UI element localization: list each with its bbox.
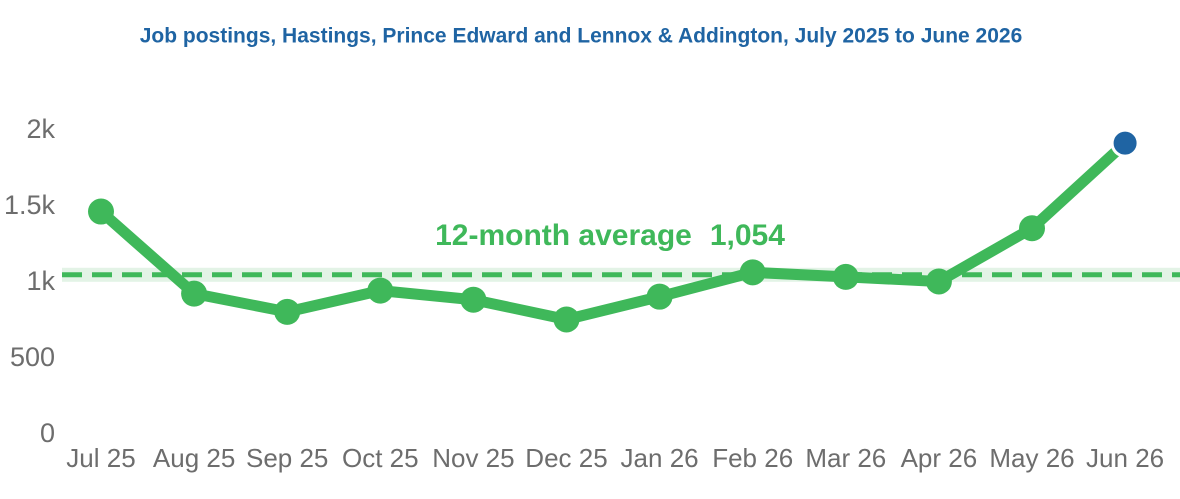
point xyxy=(925,268,952,295)
y-tick-label: 500 xyxy=(10,342,55,372)
x-tick-label: Feb 26 xyxy=(712,443,793,473)
y-tick-label: 1k xyxy=(26,266,55,296)
point xyxy=(553,306,580,333)
y-tick-label: 0 xyxy=(40,418,55,448)
x-tick-label: Jul 25 xyxy=(66,443,135,473)
x-tick-label: Sep 25 xyxy=(246,443,328,473)
point xyxy=(88,198,114,225)
average-text: 12-month average xyxy=(435,219,692,252)
x-tick-label: Apr 26 xyxy=(901,443,978,473)
x-tick-label: Jan 26 xyxy=(621,443,699,473)
x-tick-label: Aug 25 xyxy=(153,443,235,473)
line xyxy=(95,137,1131,325)
average-annotation: 12-month average 1,054 xyxy=(435,219,785,252)
x-tick-label: Nov 25 xyxy=(432,443,514,473)
x-tick-label: Mar 26 xyxy=(805,443,886,473)
point xyxy=(460,286,487,313)
point xyxy=(181,280,208,307)
point xyxy=(739,259,766,286)
y-tick-label: 2k xyxy=(26,114,55,144)
x-tick-label: Jun 26 xyxy=(1086,443,1164,473)
x-tick-label: Oct 25 xyxy=(342,443,419,473)
point xyxy=(274,298,301,325)
y-tick-label: 1.5k xyxy=(4,190,56,220)
chart-title: Job postings, Hastings, Prince Edward an… xyxy=(140,25,1023,48)
average-value: 1,054 xyxy=(710,219,785,252)
point xyxy=(1019,215,1045,242)
point xyxy=(367,277,394,304)
point xyxy=(646,283,673,310)
point xyxy=(832,263,859,290)
x-tick-label: May 26 xyxy=(989,443,1074,473)
x-tick-label: Dec 25 xyxy=(525,443,607,473)
point xyxy=(1110,128,1140,158)
